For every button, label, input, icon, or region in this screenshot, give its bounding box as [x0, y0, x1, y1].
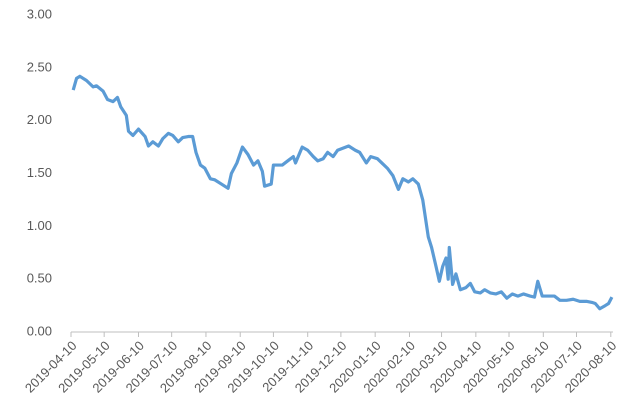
y-tick-label: 2.00 — [27, 112, 52, 127]
line — [71, 74, 614, 311]
y-tick-label: 0.50 — [27, 271, 52, 286]
y-tick-label: 1.00 — [27, 218, 52, 233]
y-tick-label: 0.00 — [27, 323, 52, 338]
y-tick-label: 1.50 — [27, 165, 52, 180]
y-tick-label: 2.50 — [27, 59, 52, 74]
y-tick-label: 3.00 — [27, 6, 52, 21]
